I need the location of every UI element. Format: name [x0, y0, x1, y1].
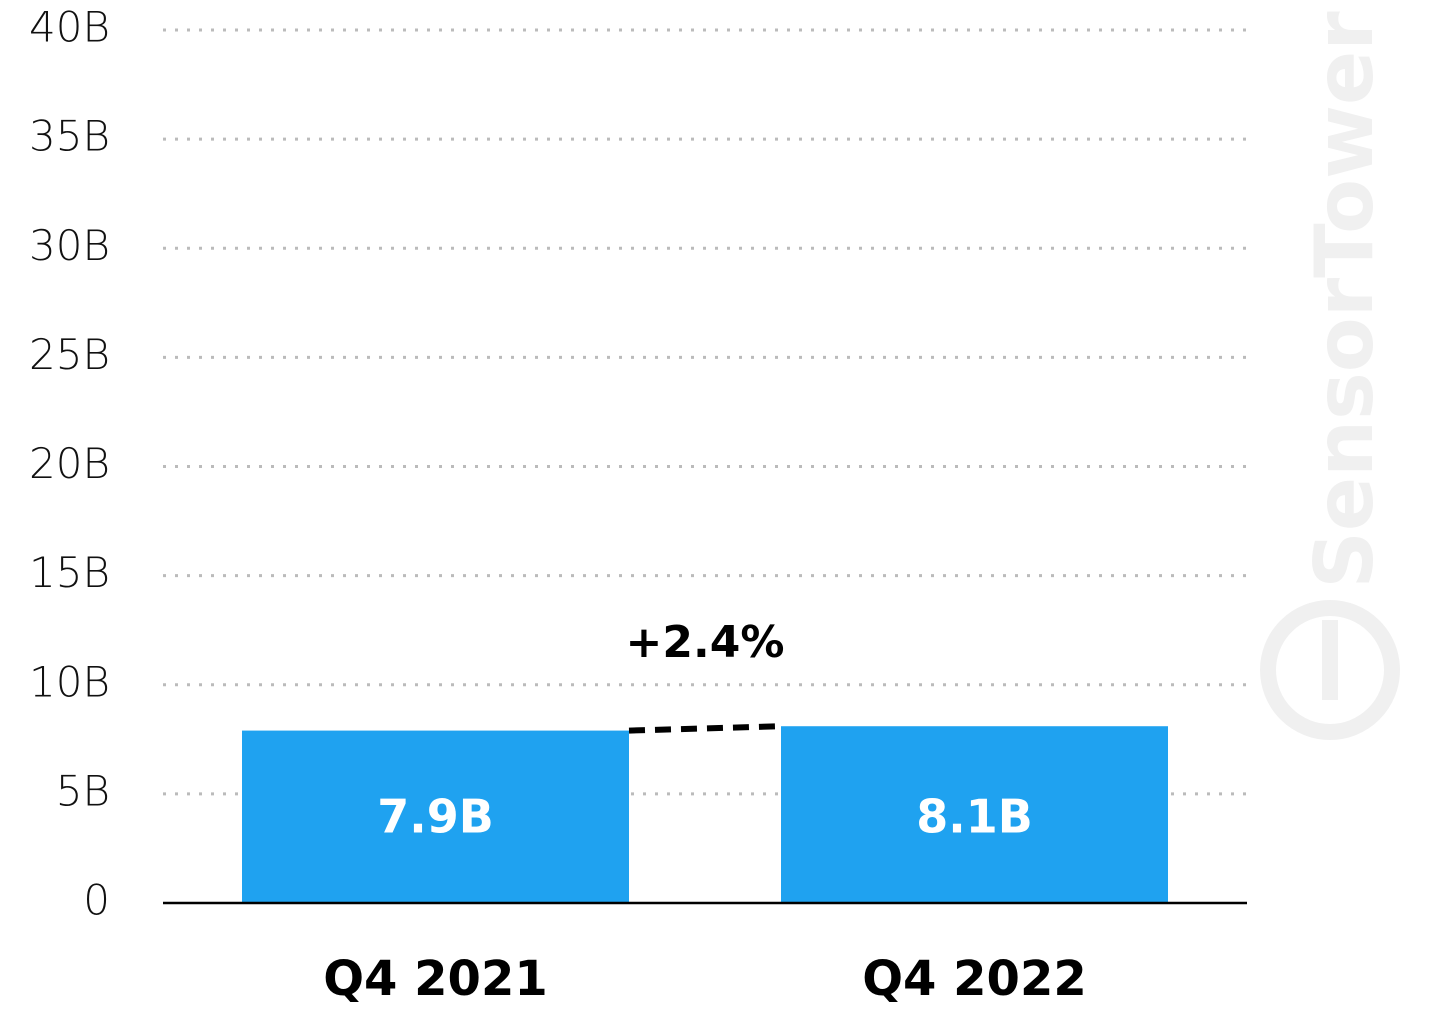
change-connector [628, 723, 782, 734]
x-tick-label: Q4 2021 [323, 951, 548, 1007]
y-tick-label: 25B [29, 330, 110, 379]
watermark-logo [1260, 600, 1400, 740]
x-tick-label: Q4 2022 [862, 951, 1087, 1007]
y-tick-label: 15B [29, 548, 110, 597]
logo-ring [1260, 600, 1400, 740]
y-tick-label: 0 [83, 876, 110, 925]
value-label: 8.1B [916, 790, 1033, 844]
watermark: SensorTower [1298, 11, 1391, 589]
change-annotation: +2.4% [626, 617, 785, 668]
y-tick-label: 40B [29, 3, 110, 52]
y-tick-label: 20B [29, 439, 110, 488]
y-tick-label: 30B [29, 221, 110, 270]
y-tick-label: 35B [29, 112, 110, 161]
y-tick-label: 5B [56, 766, 110, 815]
value-label: 7.9B [377, 790, 494, 844]
bar [781, 726, 1168, 903]
bar [242, 730, 629, 903]
y-tick-label: 10B [29, 657, 110, 706]
